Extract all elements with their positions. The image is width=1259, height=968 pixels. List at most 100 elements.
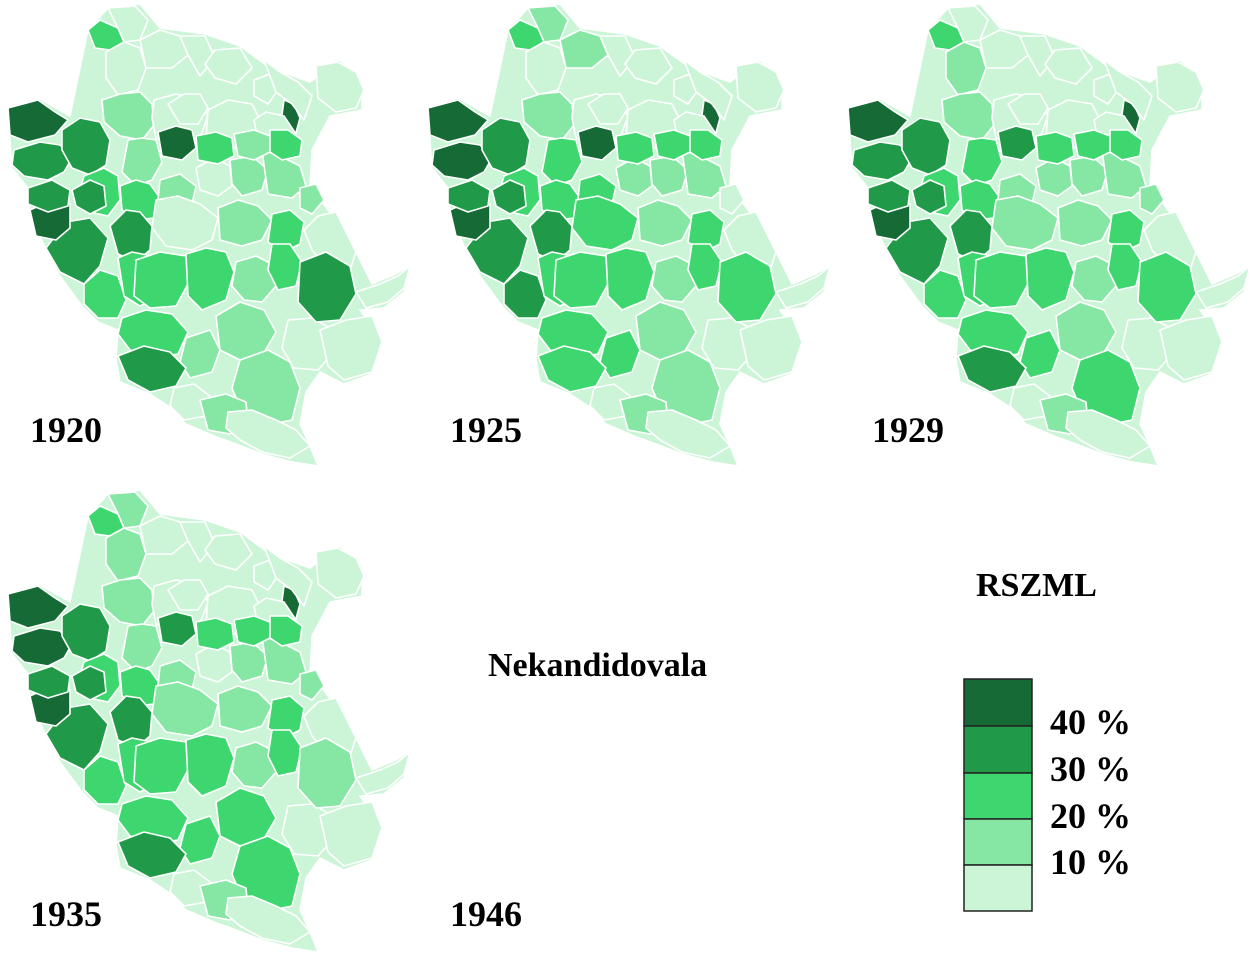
legend-title: RSZML <box>976 567 1097 604</box>
district-1920-29 <box>109 209 153 263</box>
district-1929-49 <box>1155 61 1205 113</box>
map-1929 <box>847 3 1254 467</box>
district-1929-27 <box>1159 315 1223 381</box>
district-1925-36 <box>605 247 655 311</box>
district-1935-44 <box>117 831 187 879</box>
district-1929-36 <box>1025 247 1075 311</box>
district-1935-43 <box>231 835 301 913</box>
district-1925-27 <box>739 315 803 381</box>
map-1935-label: 1935 <box>30 894 102 934</box>
district-1935-6 <box>105 527 147 582</box>
district-1929-32 <box>991 195 1059 251</box>
district-1925-57 <box>689 129 723 161</box>
district-1935-27 <box>319 801 383 867</box>
district-1929-42 <box>1055 301 1117 361</box>
district-1920-52 <box>157 125 197 161</box>
district-1920-48 <box>263 59 313 121</box>
legend-swatch-2 <box>963 725 1033 774</box>
district-1920-10 <box>204 47 253 85</box>
district-1925-3 <box>481 117 531 176</box>
district-1925-56 <box>653 129 691 161</box>
district-1920-2 <box>11 141 73 181</box>
map-1929-label: 1929 <box>872 410 944 450</box>
district-1929-40 <box>957 309 1029 359</box>
district-1925-39 <box>717 251 777 323</box>
district-1935-2 <box>11 627 73 667</box>
district-1929-55 <box>1035 131 1075 165</box>
district-1929-25 <box>1195 265 1251 309</box>
district-1935-10 <box>204 533 253 571</box>
district-1929-16 <box>961 137 1003 187</box>
district-1920-27 <box>319 315 383 381</box>
district-1929-29 <box>949 209 993 263</box>
district-1929-34 <box>1107 209 1145 253</box>
legend: RSZML 40 % 30 % 20 % 10 % <box>963 567 1131 912</box>
district-1935-39 <box>297 737 357 809</box>
district-1929-56 <box>1073 129 1111 161</box>
district-1920-36 <box>185 247 235 311</box>
district-1920-3 <box>61 117 111 176</box>
district-1925-32 <box>571 195 639 251</box>
district-1925-23 <box>719 183 745 215</box>
district-1935-55 <box>195 617 235 651</box>
year-label-1935: 1935 <box>30 894 102 934</box>
year-label-1920: 1920 <box>30 410 102 450</box>
district-1920-32 <box>151 195 219 251</box>
district-1935-35 <box>133 737 189 795</box>
district-1935-30 <box>83 755 127 805</box>
district-1925-16 <box>541 137 583 187</box>
district-1929-52 <box>997 125 1037 161</box>
district-1929-35 <box>973 251 1029 309</box>
district-1929-50 <box>1007 93 1049 125</box>
district-1920-49 <box>315 61 365 113</box>
district-1920-50 <box>167 93 209 125</box>
legend-label-30: 30 % <box>1050 749 1131 789</box>
district-1925-30 <box>503 269 547 319</box>
legend-swatch-1 <box>963 678 1033 727</box>
district-1935-37 <box>231 741 277 789</box>
district-1920-37 <box>231 255 277 303</box>
district-1920-30 <box>83 269 127 319</box>
district-1920-34 <box>267 209 305 253</box>
district-1929-2 <box>851 141 913 181</box>
district-1929-10 <box>1044 47 1093 85</box>
district-1935-32 <box>151 681 219 737</box>
district-1935-48 <box>263 545 313 607</box>
district-1935-23 <box>299 669 325 701</box>
district-1935-40 <box>117 795 189 845</box>
district-1920-35 <box>133 251 189 309</box>
district-1925-38 <box>687 243 723 291</box>
district-1935-3 <box>61 603 111 662</box>
district-1935-54 <box>71 665 107 701</box>
district-1935-33 <box>217 685 273 733</box>
district-1929-48 <box>1103 59 1153 121</box>
choropleth-maps <box>7 3 1254 953</box>
district-1925-50 <box>587 93 629 125</box>
legend-label-40: 40 % <box>1050 702 1131 742</box>
district-1920-44 <box>117 345 187 393</box>
map-1920-label: 1920 <box>30 410 102 450</box>
district-1935-16 <box>121 623 163 673</box>
district-1920-42 <box>215 301 277 361</box>
district-1920-56 <box>233 129 271 161</box>
district-1925-37 <box>651 255 697 303</box>
map-1925 <box>427 3 834 467</box>
district-1925-55 <box>615 131 655 165</box>
district-1929-43 <box>1071 349 1141 427</box>
not-candidate-label: Nekandidovala <box>488 647 707 684</box>
year-label-1925: 1925 <box>450 410 522 450</box>
district-1925-34 <box>687 209 725 253</box>
district-1925-40 <box>537 309 609 359</box>
district-1920-39 <box>297 251 357 323</box>
district-1929-6 <box>945 41 987 96</box>
district-1935-47 <box>225 895 311 945</box>
district-1925-43 <box>651 349 721 427</box>
legend-swatch-3 <box>963 772 1033 820</box>
district-1920-57 <box>269 129 303 161</box>
district-1920-38 <box>267 243 303 291</box>
district-1935-49 <box>315 547 365 599</box>
district-1935-38 <box>267 729 303 777</box>
district-1920-54 <box>71 179 107 215</box>
district-1925-29 <box>529 209 573 263</box>
